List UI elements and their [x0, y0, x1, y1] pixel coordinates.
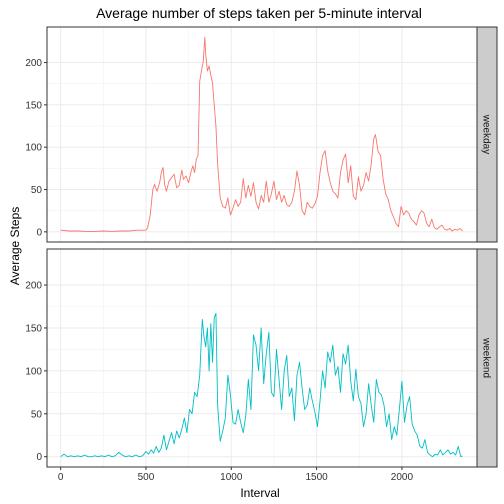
panel-background — [47, 249, 477, 467]
y-tick-label: 50 — [31, 409, 43, 420]
x-axis-title: Interval — [240, 486, 279, 500]
y-tick-label: 0 — [36, 452, 42, 463]
y-tick-label: 100 — [25, 143, 42, 154]
facet-panels: 0 50 100 150 200 weekday 0 50 100 150 200 weekend 0 5… — [25, 26, 498, 483]
facet-strip-label: weekend — [481, 337, 492, 378]
series-line-weekend — [60, 312, 463, 458]
facet-strip-label: weekday — [481, 114, 492, 154]
x-tick-label: 1500 — [305, 472, 328, 483]
y-tick-label: 150 — [25, 323, 42, 334]
y-tick-label: 100 — [25, 366, 42, 377]
series-line-weekday — [60, 36, 463, 232]
facet-panel-weekday: 0 50 100 150 200 weekday — [25, 26, 498, 243]
x-tick-label: 2000 — [391, 472, 414, 483]
y-axis-title: Average Steps — [8, 207, 22, 286]
facet-strip-weekday — [476, 26, 498, 243]
x-tick-label: 500 — [138, 472, 155, 483]
y-tick-label: 150 — [25, 100, 42, 111]
facet-panel-weekend: 0 50 100 150 200 weekend 0 500 1000 1500 2000 — [25, 248, 498, 483]
y-tick-label: 200 — [25, 281, 42, 292]
x-tick-label: 0 — [58, 472, 64, 483]
panel-background — [47, 27, 477, 242]
y-tick-label: 50 — [31, 185, 43, 196]
facet-strip-weekend — [476, 248, 498, 468]
y-tick-label: 0 — [36, 227, 42, 238]
x-tick-label: 1000 — [220, 472, 243, 483]
chart-title: Average number of steps taken per 5-minu… — [96, 5, 422, 21]
y-tick-label: 200 — [25, 58, 42, 69]
